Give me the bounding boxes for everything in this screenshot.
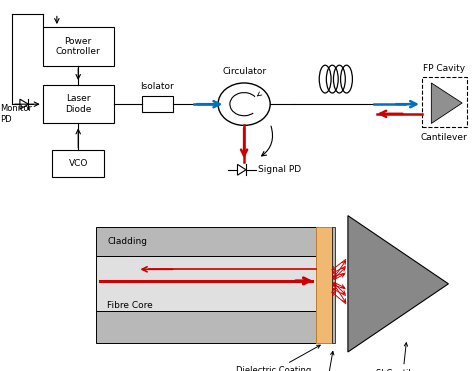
FancyBboxPatch shape bbox=[332, 227, 336, 343]
Text: Cladding: Cladding bbox=[107, 237, 147, 246]
Text: VCO: VCO bbox=[69, 160, 88, 168]
Text: SI Cantilever: SI Cantilever bbox=[376, 343, 430, 371]
Text: Fibre Core: Fibre Core bbox=[107, 301, 153, 310]
FancyBboxPatch shape bbox=[43, 85, 114, 124]
FancyBboxPatch shape bbox=[96, 256, 316, 311]
Text: Monitor
PD: Monitor PD bbox=[0, 104, 32, 124]
FancyBboxPatch shape bbox=[316, 227, 332, 343]
Text: FP Cavity: FP Cavity bbox=[423, 64, 465, 73]
Text: Cantilever: Cantilever bbox=[421, 133, 467, 142]
FancyBboxPatch shape bbox=[142, 96, 173, 112]
FancyBboxPatch shape bbox=[96, 227, 316, 256]
FancyBboxPatch shape bbox=[43, 27, 114, 66]
Text: Dielectric Coating: Dielectric Coating bbox=[237, 345, 320, 371]
FancyBboxPatch shape bbox=[52, 151, 104, 177]
Text: Power
Controller: Power Controller bbox=[56, 37, 100, 56]
Text: Circulator: Circulator bbox=[222, 68, 266, 76]
Text: Signal PD: Signal PD bbox=[258, 165, 301, 174]
Text: Al Coating: Al Coating bbox=[305, 351, 349, 371]
FancyBboxPatch shape bbox=[96, 311, 316, 343]
Polygon shape bbox=[348, 216, 448, 352]
Text: Laser
Diode: Laser Diode bbox=[65, 95, 91, 114]
Polygon shape bbox=[431, 83, 462, 124]
Text: Isolator: Isolator bbox=[140, 82, 174, 91]
